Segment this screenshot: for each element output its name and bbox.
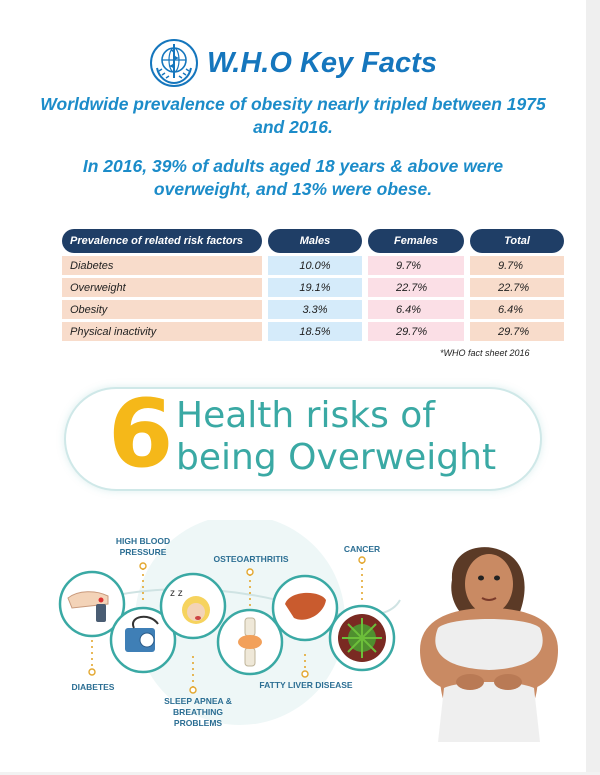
- males-cell: 19.1%: [268, 278, 362, 297]
- risk-label-diabetes: DIABETES: [71, 682, 115, 692]
- table-row: Overweight 19.1% 22.7% 22.7%: [62, 278, 564, 297]
- row-label: Diabetes: [62, 256, 262, 275]
- column-header: Total: [470, 229, 564, 253]
- risk-illustration: z z: [58, 515, 558, 742]
- column-header: Males: [268, 229, 362, 253]
- overweight-woman-illustration: [420, 547, 558, 742]
- total-cell: 22.7%: [470, 278, 564, 297]
- row-label: Physical inactivity: [62, 322, 262, 341]
- banner-line-2: being Overweight: [176, 437, 497, 478]
- table-row: Diabetes 10.0% 9.7% 9.7%: [62, 256, 564, 275]
- dotted-connectors: [91, 562, 363, 688]
- females-cell: 9.7%: [368, 256, 464, 275]
- risk-label-fatty-liver: FATTY LIVER DISEASE: [259, 680, 353, 690]
- banner-number: 6: [108, 380, 174, 489]
- row-label: Overweight: [62, 278, 262, 297]
- table-header-row: Prevalence of related risk factors Males…: [62, 229, 564, 253]
- row-label: Obesity: [62, 300, 262, 319]
- document-page: W.H.O Key Facts Worldwide prevalence of …: [0, 0, 586, 772]
- females-cell: 29.7%: [368, 322, 464, 341]
- risk-label-high-blood-pressure: HIGH BLOOD PRESSURE: [115, 536, 171, 557]
- risk-label-cancer: CANCER: [343, 544, 381, 554]
- page-edge-shadow: [586, 0, 600, 772]
- fatty-liver-icon: [271, 574, 339, 642]
- svg-text:z z: z z: [170, 588, 183, 599]
- males-cell: 10.0%: [268, 256, 362, 275]
- males-cell: 18.5%: [268, 322, 362, 341]
- health-risks-banner: 6 Health risks of being Overweight: [64, 380, 542, 491]
- sleep-apnea-icon: z z: [159, 572, 227, 640]
- title-row: W.H.O Key Facts: [0, 38, 586, 88]
- page-title: W.H.O Key Facts: [207, 46, 437, 79]
- banner-line-1: Health risks of: [176, 395, 435, 436]
- females-cell: 22.7%: [368, 278, 464, 297]
- risk-label-sleep-apnea: SLEEP APNEA & BREATHING PROBLEMS: [164, 696, 232, 728]
- column-header: Females: [368, 229, 464, 253]
- risk-factors-table: Prevalence of related risk factors Males…: [56, 226, 570, 344]
- total-cell: 29.7%: [470, 322, 564, 341]
- diabetes-icon: [58, 570, 126, 638]
- column-header: Prevalence of related risk factors: [62, 229, 262, 253]
- headline-2016-stats: In 2016, 39% of adults aged 18 years & a…: [82, 156, 504, 199]
- risk-label-osteoarthritis: OSTEOARTHRITIS: [213, 554, 289, 564]
- blood-pressure-icon: [109, 606, 177, 674]
- females-cell: 6.4%: [368, 300, 464, 319]
- table-row: Physical inactivity 18.5% 29.7% 29.7%: [62, 322, 564, 341]
- cancer-icon: [328, 604, 396, 672]
- who-emblem-icon: [150, 39, 199, 87]
- total-cell: 6.4%: [470, 300, 564, 319]
- total-cell: 9.7%: [470, 256, 564, 275]
- osteoarthritis-icon: [216, 608, 284, 676]
- males-cell: 3.3%: [268, 300, 362, 319]
- table-row: Obesity 3.3% 6.4% 6.4%: [62, 300, 564, 319]
- table-footnote: *WHO fact sheet 2016: [440, 348, 530, 358]
- headline-obesity-tripled: Worldwide prevalence of obesity nearly t…: [40, 94, 546, 137]
- health-risks-diagram: z z: [0, 515, 586, 770]
